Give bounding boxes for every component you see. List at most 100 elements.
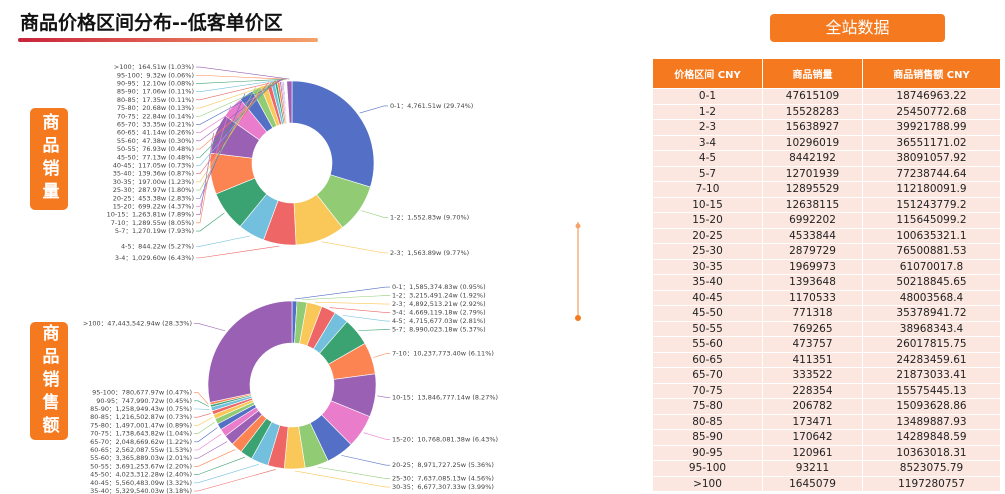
table-row: 50-55 769265 38968343.4 xyxy=(652,320,1001,337)
site-data-button[interactable]: 全站数据 xyxy=(770,14,945,42)
table-cell: 1170533 xyxy=(762,289,863,306)
leader-line xyxy=(196,82,269,174)
data-label: 25-30：7,637,085.13w (4.56%) xyxy=(392,475,494,483)
table-cell: 35-40 xyxy=(652,274,763,291)
table-cell: 55-60 xyxy=(652,336,763,353)
leader-line xyxy=(196,79,281,142)
title-underline xyxy=(18,38,318,42)
leader-line xyxy=(196,93,246,199)
table-cell: 112180091.9 xyxy=(862,181,1001,198)
table-cell: 1645079 xyxy=(762,475,863,492)
table-cell: 170642 xyxy=(762,429,863,446)
data-label: 85-90：1,258,949.43w (0.75%) xyxy=(90,405,192,413)
leader-line xyxy=(194,449,236,467)
leader-line xyxy=(196,174,210,224)
table-cell: 93211 xyxy=(762,460,863,477)
table-cell: 61070017.8 xyxy=(862,258,1001,275)
leader-line xyxy=(194,417,213,426)
data-label: 90-95：12.10w (0.08%) xyxy=(117,79,194,87)
data-table: 价格区间 CNY 商品销量 商品销售额 CNY 0-1 47615109 1874696… xyxy=(652,58,1001,492)
data-label: 70-75：1,738,643.82w (1.04%) xyxy=(90,430,192,438)
table-cell: 38968343.4 xyxy=(862,320,1001,337)
table-row: 95-100 93211 8523075.79 xyxy=(652,460,1001,477)
data-label: 2-3：1,563.89w (9.77%) xyxy=(390,249,469,257)
table-cell: 95-100 xyxy=(652,460,763,477)
leader-line xyxy=(196,78,286,101)
leader-line xyxy=(194,464,259,484)
table-row: 30-35 1969973 61070017.8 xyxy=(652,258,1001,275)
table-cell: 15638927 xyxy=(762,119,863,136)
leader-line xyxy=(377,395,390,398)
leader-line xyxy=(196,79,284,117)
data-label: 55-60：47.38w (0.30%) xyxy=(117,137,194,145)
data-label: 30-35：6,677,307.33w (3.99%) xyxy=(392,483,494,491)
table-cell: 60-65 xyxy=(652,351,763,368)
table-row: 3-4 10296019 36551171.02 xyxy=(652,134,1001,151)
table-row: 1-2 15528283 25450772.68 xyxy=(652,103,1001,120)
leader-line xyxy=(302,295,390,300)
table-cell: 10363018.31 xyxy=(862,444,1001,461)
data-label: >100：47,443,542.94w (28.33%) xyxy=(83,319,192,327)
data-label: 2-3：4,892,513.21w (2.92%) xyxy=(392,300,486,308)
table-cell: 26017815.75 xyxy=(862,336,1001,353)
pie-slice xyxy=(207,300,293,403)
table-row: 60-65 411351 24283459.61 xyxy=(652,351,1001,368)
data-label: 70-75：22.84w (0.14%) xyxy=(117,112,194,120)
data-label: 1-2：1,552.83w (9.70%) xyxy=(390,213,469,221)
table-row: 40-45 1170533 48003568.4 xyxy=(652,289,1001,306)
data-label: 75-80：20.68w (0.13%) xyxy=(117,104,194,112)
table-cell: 24283459.61 xyxy=(862,351,1001,368)
table-cell: 90-95 xyxy=(652,444,763,461)
table-row: 65-70 333522 21873033.41 xyxy=(652,367,1001,384)
leader-line xyxy=(194,433,222,451)
header-row: 价格区间 CNY 商品销量 商品销售额 CNY xyxy=(652,58,1001,89)
table-cell: 85-90 xyxy=(652,429,763,446)
table-cell: 2-3 xyxy=(652,119,763,136)
table-row: 0-1 47615109 18746963.22 xyxy=(652,88,1001,105)
table-cell: 50218845.65 xyxy=(862,274,1001,291)
leader-line xyxy=(196,79,283,125)
chart-title: 商品销售额 xyxy=(30,322,68,440)
chart-title: 商品销量 xyxy=(30,108,68,210)
leader-line xyxy=(196,74,287,80)
table-cell: 36551171.02 xyxy=(862,134,1001,151)
leader-line xyxy=(196,212,225,232)
table-row: 55-60 473757 26017815.75 xyxy=(652,336,1001,353)
table-cell: 21873033.41 xyxy=(862,367,1001,384)
data-label: 10-15：1,263.81w (7.89%) xyxy=(107,211,194,219)
leader-line xyxy=(196,79,285,109)
leader-line xyxy=(196,78,287,84)
table-row: 25-30 2879729 76500881.53 xyxy=(652,243,1001,260)
data-label: 80-85：17.35w (0.11%) xyxy=(117,96,194,104)
table-cell: 10-15 xyxy=(652,196,763,213)
table-cell: 151243779.2 xyxy=(862,196,1001,213)
data-label: 7-10：10,237,773.40w (6.11%) xyxy=(392,350,494,358)
data-label: 50-55：76.93w (0.48%) xyxy=(117,145,194,153)
data-label: 55-60：3,365,889.03w (2.01%) xyxy=(90,454,192,462)
table-cell: 7-10 xyxy=(652,181,763,198)
leader-line xyxy=(358,329,390,331)
table-row: 35-40 1393648 50218845.65 xyxy=(652,274,1001,291)
table-cell: 47615109 xyxy=(762,88,863,105)
table-cell: 3-4 xyxy=(652,134,763,151)
table-cell: 2879729 xyxy=(762,243,863,260)
table-cell: 75-80 xyxy=(652,398,763,415)
divider-dot xyxy=(575,223,581,229)
leader-line xyxy=(194,422,215,434)
leader-line xyxy=(315,301,390,305)
table-cell: 206782 xyxy=(762,398,863,415)
table-cell: 333522 xyxy=(762,367,863,384)
leader-line xyxy=(196,132,214,215)
table-cell: 15528283 xyxy=(762,103,863,120)
leader-line xyxy=(196,87,257,191)
table-row: 20-25 4533844 100635321.1 xyxy=(652,227,1001,244)
data-label: 40-45：5,560,483.09w (3.32%) xyxy=(90,479,192,487)
data-label: 75-80：1,497,001.47w (0.89%) xyxy=(90,421,192,429)
data-label: 35-40：139.36w (0.87%) xyxy=(113,170,194,178)
leader-line xyxy=(196,235,251,247)
data-label: 90-95：747,990.72w (0.45%) xyxy=(96,397,192,405)
table-cell: 228354 xyxy=(762,382,863,399)
data-label: 45-50：77.13w (0.48%) xyxy=(117,153,194,161)
leader-line xyxy=(194,392,209,405)
